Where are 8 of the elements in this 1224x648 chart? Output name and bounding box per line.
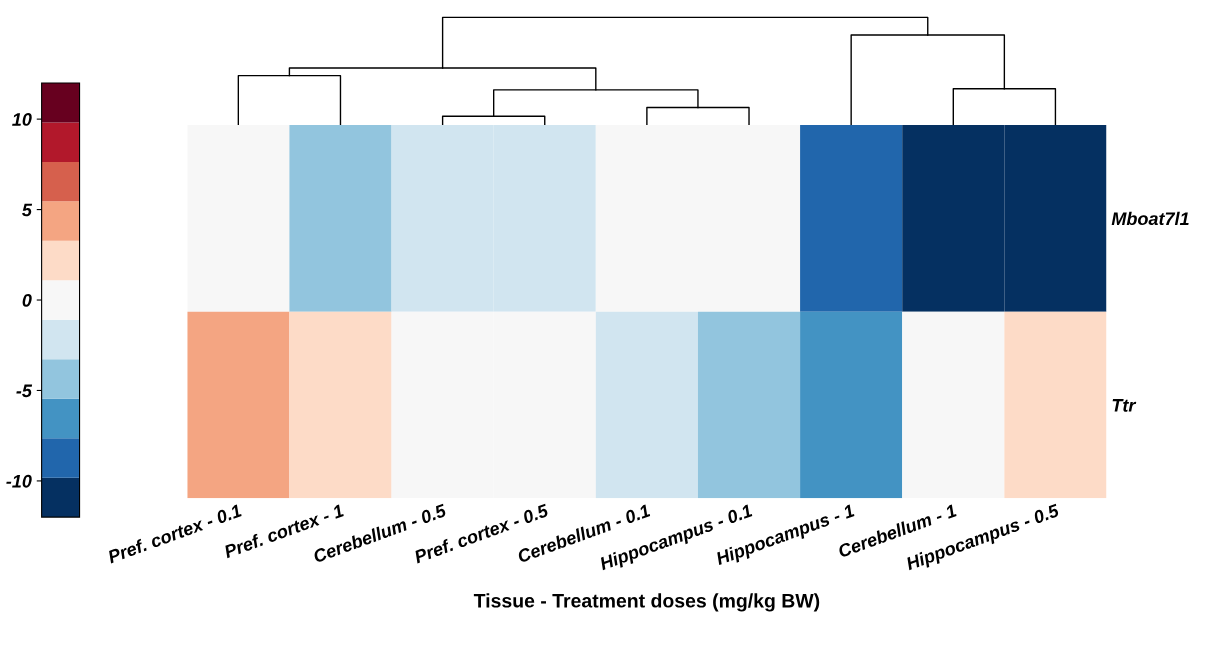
y-tick-label: Mboat7l1 bbox=[1111, 211, 1189, 226]
color-bar-label: -10 bbox=[6, 474, 32, 488]
color-bar-label: 0 bbox=[22, 293, 32, 307]
x-axis-title: Tissue - Treatment doses (mg/kg BW) bbox=[473, 593, 820, 612]
color-bar-label: 10 bbox=[12, 113, 32, 126]
color-bar-label: -5 bbox=[16, 384, 33, 398]
color-bar-label: 5 bbox=[22, 203, 33, 217]
y-tick-label: Ttr bbox=[1112, 399, 1137, 412]
